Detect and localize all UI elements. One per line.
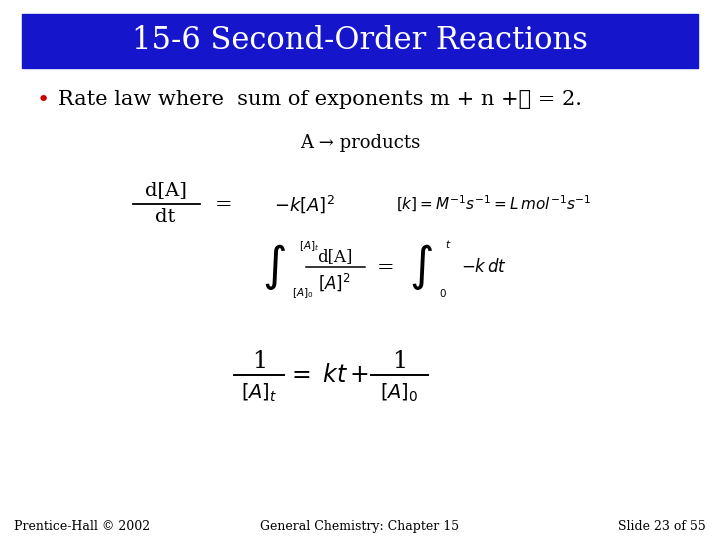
Text: A → products: A → products [300,134,420,152]
Text: 15-6 Second-Order Reactions: 15-6 Second-Order Reactions [132,25,588,56]
Text: $[A]^2$: $[A]^2$ [318,271,351,293]
Text: $-k\,dt$: $-k\,dt$ [461,258,507,276]
Text: d[A]: d[A] [145,181,186,199]
Text: Slide 23 of 55: Slide 23 of 55 [618,520,706,533]
Text: $[A]_0$: $[A]_0$ [292,286,313,300]
FancyBboxPatch shape [22,14,698,68]
Text: 1: 1 [251,350,267,373]
Text: $=\;kt +$: $=\;kt +$ [287,364,369,387]
Text: $t$: $t$ [445,238,451,250]
Text: •: • [37,90,50,110]
Text: Prentice-Hall © 2002: Prentice-Hall © 2002 [14,520,150,533]
Text: =: = [377,258,394,277]
Text: $[A]_t$: $[A]_t$ [299,239,319,253]
Text: $[A]_0$: $[A]_0$ [380,382,419,404]
Text: =: = [215,194,232,214]
Text: $-k[A]^2$: $-k[A]^2$ [274,193,334,215]
Text: $0$: $0$ [439,287,447,299]
Text: $\int$: $\int$ [409,242,433,292]
Text: $\int$: $\int$ [261,242,286,292]
Text: 1: 1 [392,350,408,373]
Text: d[A]: d[A] [317,248,353,265]
Text: $[k] = M^{-1}s^{-1} = L\,mol^{-1}s^{-1}$: $[k] = M^{-1}s^{-1} = L\,mol^{-1}s^{-1}$ [396,194,592,214]
Text: General Chemistry: Chapter 15: General Chemistry: Chapter 15 [261,520,459,533]
Text: $[A]_t$: $[A]_t$ [241,382,277,404]
Text: Rate law where  sum of exponents m + n +⋯ = 2.: Rate law where sum of exponents m + n +⋯… [58,90,582,110]
Text: dt: dt [156,208,176,226]
